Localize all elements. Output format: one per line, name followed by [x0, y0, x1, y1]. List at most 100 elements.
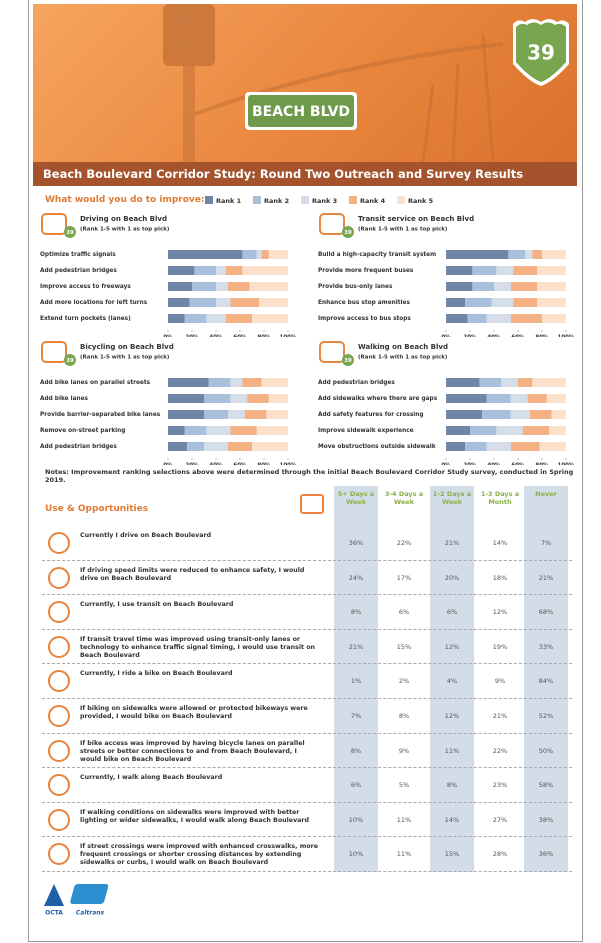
- row-text: If transit travel time was improved usin…: [80, 636, 320, 660]
- route-shield: 39: [527, 41, 555, 65]
- bar-segment: [552, 410, 566, 419]
- cell-value: 23%: [478, 781, 522, 789]
- cell-value: 1%: [334, 677, 378, 685]
- table-title: Use & Opportunities: [45, 504, 148, 514]
- bar-segment: [194, 266, 216, 275]
- legend-swatch: [205, 196, 213, 204]
- bar-segment: [190, 298, 216, 307]
- bar-segment: [209, 378, 231, 387]
- bar-segment: [530, 410, 552, 419]
- x-tick-label: 40%: [487, 335, 501, 338]
- page: BEACH BLVD 39 Beach Boulevard Corridor S…: [0, 0, 601, 943]
- x-tick-label: 100%: [280, 463, 297, 466]
- cell-value: 9%: [382, 747, 426, 755]
- x-tick-label: 100%: [558, 335, 575, 338]
- cell-value: 7%: [524, 539, 568, 547]
- bar-segment: [492, 298, 514, 307]
- bar-segment: [168, 378, 209, 387]
- x-tick-label: 80%: [257, 335, 271, 338]
- legend-swatch: [253, 196, 261, 204]
- bar-segment: [257, 426, 288, 435]
- bar-segment: [511, 314, 542, 323]
- cell-value: 6%: [334, 781, 378, 789]
- bar-segment: [482, 410, 511, 419]
- bar-segment: [523, 426, 549, 435]
- bar-label: Enhance bus stop amenities: [318, 300, 410, 306]
- bar-segment: [168, 250, 242, 259]
- cell-value: 11%: [382, 816, 426, 824]
- cell-value: 24%: [334, 574, 378, 582]
- row-text: Currently, I use transit on Beach Boulev…: [80, 601, 320, 609]
- bar-segment: [228, 282, 250, 291]
- cell-value: 22%: [382, 539, 426, 547]
- cell-value: 10%: [334, 816, 378, 824]
- cell-value: 2%: [382, 677, 426, 685]
- bar-segment: [487, 314, 511, 323]
- bar-segment: [242, 250, 256, 259]
- x-tick-label: 20%: [185, 463, 199, 466]
- bar-segment: [465, 442, 487, 451]
- bar-segment: [494, 282, 511, 291]
- bar-segment: [252, 314, 288, 323]
- cell-value: 36%: [334, 539, 378, 547]
- chart-icon: [320, 214, 344, 234]
- x-tick-label: 80%: [535, 463, 549, 466]
- legend-label: Rank 1: [216, 197, 242, 205]
- row-separator: [42, 802, 572, 803]
- row-text: If bike access was improved by having bi…: [80, 740, 320, 764]
- bar-label: Add safety features for crossing: [318, 412, 424, 418]
- x-tick-label: 0%: [163, 335, 173, 338]
- bar-label: Add pedestrian bridges: [318, 380, 395, 386]
- bar-label: Add pedestrian bridges: [40, 444, 117, 450]
- column-header: 1-2 Days a Week: [430, 490, 474, 506]
- bar-segment: [192, 282, 216, 291]
- row-icon: [48, 532, 70, 554]
- row-text: If walking conditions on sidewalks were …: [80, 809, 320, 825]
- bar-segment: [446, 250, 508, 259]
- bar-label: Add more locations for left turns: [40, 300, 148, 306]
- bar-segment: [549, 426, 566, 435]
- cell-value: 20%: [430, 574, 474, 582]
- row-separator: [42, 663, 572, 664]
- bar-segment: [501, 378, 518, 387]
- row-icon: [48, 636, 70, 658]
- bar-segment: [513, 266, 537, 275]
- chart-title: Bicycling on Beach Blvd: [80, 343, 174, 351]
- bar-label: Add pedestrian bridges: [40, 268, 117, 274]
- bar-segment: [511, 410, 530, 419]
- cell-value: 8%: [382, 712, 426, 720]
- cell-value: 17%: [382, 574, 426, 582]
- cell-value: 27%: [478, 816, 522, 824]
- chart-icon: [320, 342, 344, 362]
- chart-icon: [42, 214, 66, 234]
- note: Notes: Improvement ranking selections ab…: [45, 468, 575, 484]
- bar-segment: [230, 426, 256, 435]
- bar-segment: [206, 426, 230, 435]
- bar-segment: [528, 394, 547, 403]
- table-icon: [300, 494, 324, 514]
- bar-segment: [204, 410, 228, 419]
- cell-value: 21%: [524, 574, 568, 582]
- bar-segment: [496, 266, 513, 275]
- x-tick-label: 20%: [463, 335, 477, 338]
- x-tick-label: 60%: [233, 463, 247, 466]
- row-separator: [42, 767, 572, 768]
- cell-value: 11%: [382, 850, 426, 858]
- bar-segment: [187, 442, 204, 451]
- row-separator: [42, 698, 572, 699]
- chart-title: Walking on Beach Blvd: [358, 343, 448, 351]
- row-icon: [48, 705, 70, 727]
- bar-segment: [472, 282, 494, 291]
- bar-segment: [168, 298, 190, 307]
- bar-segment: [496, 426, 522, 435]
- chart-subtitle: (Rank 1-5 with 1 as top pick): [80, 355, 170, 361]
- bar-segment: [226, 266, 243, 275]
- cell-value: 8%: [334, 747, 378, 755]
- cell-value: 28%: [478, 850, 522, 858]
- cell-value: 22%: [478, 747, 522, 755]
- bar-label: Add sidewalks where there are gaps: [318, 396, 438, 402]
- cell-value: 8%: [430, 781, 474, 789]
- bar-segment: [446, 442, 465, 451]
- bar-label: Provide barrier-separated bike lanes: [40, 412, 161, 418]
- bar-segment: [480, 378, 502, 387]
